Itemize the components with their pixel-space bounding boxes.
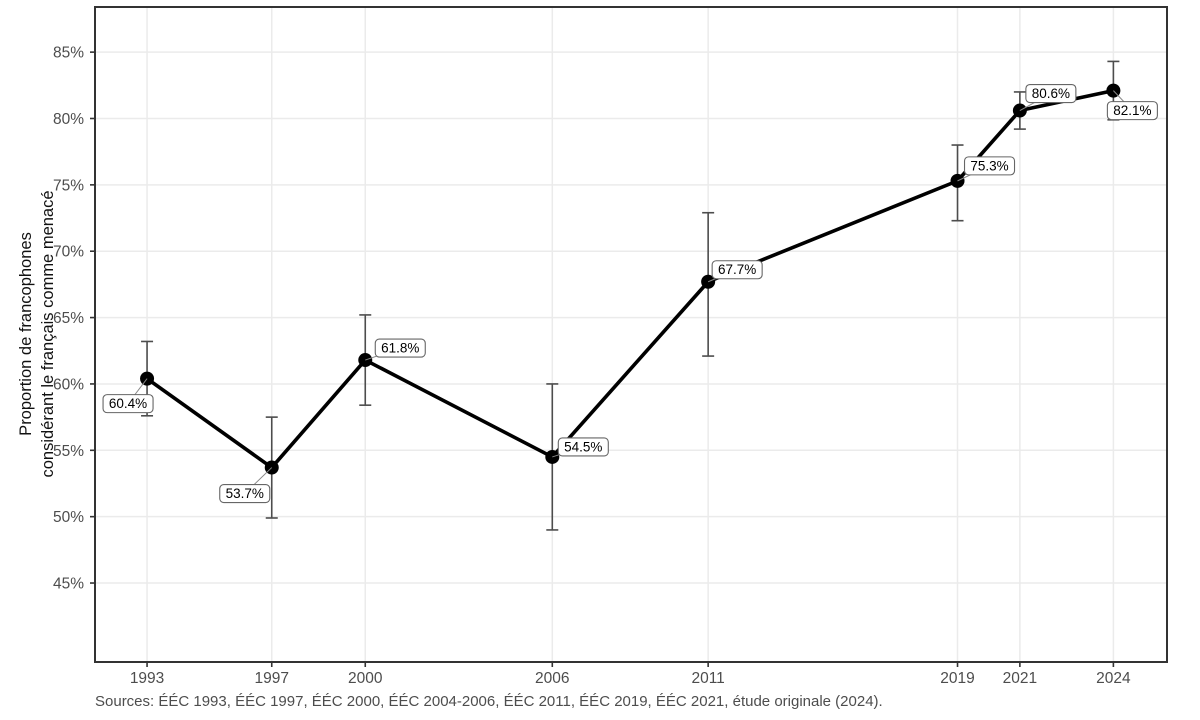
point-label-box: [557, 437, 609, 457]
x-tick-label: 2019: [940, 670, 974, 687]
point-label-box: [711, 260, 763, 280]
point-label-box: [1025, 83, 1077, 104]
y-tick-label: 60%: [53, 376, 84, 393]
point-label: 82.1%: [1113, 103, 1151, 118]
y-tick-label: 75%: [53, 177, 84, 194]
x-tick-label: 2000: [348, 670, 383, 687]
x-tick-label: 2024: [1096, 670, 1131, 687]
y-tick-label: 85%: [53, 45, 84, 62]
point-label: 54.5%: [564, 439, 602, 454]
trend-line: [145, 88, 1116, 470]
x-tick-label: 2011: [691, 670, 724, 687]
panel-border-rect: [94, 6, 1168, 663]
point-label: 80.6%: [1032, 86, 1070, 101]
point-label: 61.8%: [381, 341, 419, 356]
point-label: 75.3%: [970, 158, 1008, 173]
point-label-box: [102, 394, 154, 414]
y-axis-title-line1: Proportion de francophones: [17, 232, 35, 436]
point-label: 60.4%: [109, 396, 147, 411]
point-label-box: [219, 484, 271, 504]
point-labels: 60.4% 53.7% 61.8% 54.5% 67.7% 75.3% 80.6% 82.1%: [102, 83, 1158, 504]
gridlines: [95, 7, 1167, 662]
x-tick-label: 1993: [130, 670, 164, 687]
y-tick-label: 65%: [53, 310, 84, 327]
x-tick-label: 2006: [535, 670, 569, 687]
error-bars: [141, 60, 1120, 531]
source-caption: Sources: ÉÉC 1993, ÉÉC 1997, ÉÉC 2000, É…: [95, 693, 883, 710]
point-label: 67.7%: [718, 262, 756, 277]
panel-border: [94, 6, 1168, 663]
y-axis-title-line2: considérant le français comme menacé: [39, 190, 57, 477]
x-tick-label: 1997: [255, 670, 289, 687]
data-points: [140, 83, 1121, 475]
y-tick-label: 80%: [53, 111, 84, 128]
point-label-box: [1106, 101, 1158, 121]
y-tick-label: 45%: [53, 576, 84, 593]
axes: 45% 50% 55% 60% 65% 70% 75% 80% 85% 1993 1997 2000 2…: [53, 45, 1131, 687]
point-label-box: [963, 156, 1016, 176]
y-tick-label: 50%: [53, 509, 84, 526]
y-tick-label: 70%: [53, 244, 84, 261]
x-tick-label: 2021: [1003, 670, 1037, 687]
trend-polyline: [145, 88, 1116, 470]
point-label: 53.7%: [226, 486, 264, 501]
point-label-box: [374, 338, 426, 358]
y-tick-label: 55%: [53, 443, 84, 460]
